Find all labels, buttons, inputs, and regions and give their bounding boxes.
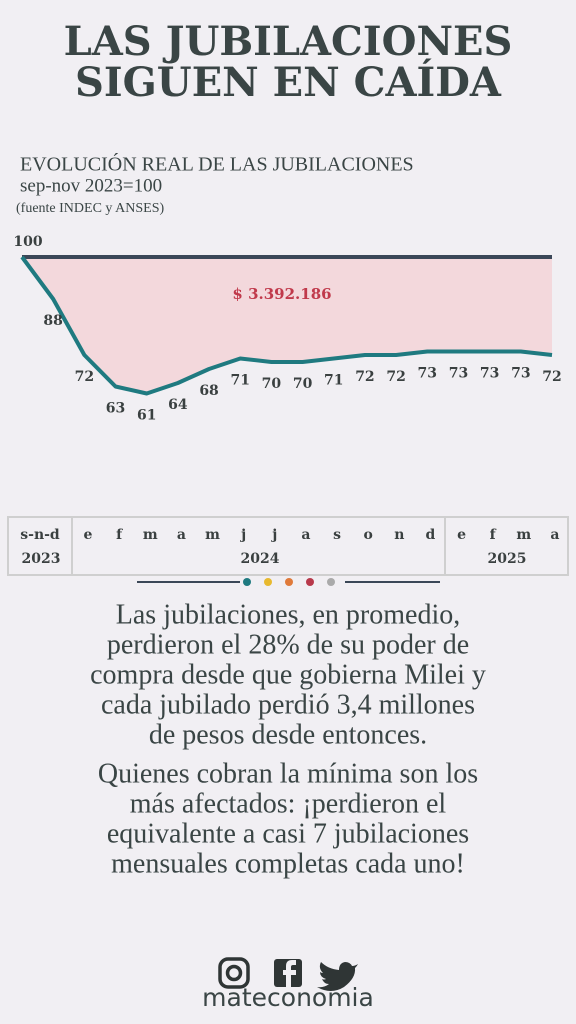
data-label: 71 (230, 373, 249, 389)
paragraph-line: Las jubilaciones, en promedio, (116, 599, 460, 630)
data-label: 88 (43, 313, 62, 329)
chart-title: EVOLUCIÓN REAL DE LAS JUBILACIONES (20, 152, 414, 176)
x-tick-label: e (84, 527, 93, 543)
paragraph-line: Quienes cobran la mínima son los (98, 758, 478, 789)
x-tick-label: n (394, 527, 404, 543)
loss-area (22, 257, 552, 394)
axis-frame (7, 516, 569, 576)
x-tick-label: j (270, 527, 277, 543)
x-tick-label: j (239, 527, 246, 543)
social-icons (218, 957, 358, 991)
data-label: 71 (324, 373, 343, 389)
paragraph-line: perdieron el 28% de su poder de (107, 629, 469, 660)
dot (243, 578, 251, 586)
year-label: 2023 (22, 551, 61, 567)
data-label: 70 (293, 376, 313, 392)
paragraph-line: equivalente a casi 7 jubilaciones (107, 818, 469, 849)
x-axis-box (7, 516, 569, 576)
data-label: 72 (75, 369, 94, 385)
paragraph-line: mensuales completas cada uno! (111, 848, 465, 879)
x-tick-label: d (426, 527, 436, 543)
title-line: SIGUEN EN CAÍDA (75, 59, 502, 106)
x-tick-label: m (143, 527, 158, 543)
data-label: 72 (386, 369, 405, 385)
x-tick-label: m (516, 527, 531, 543)
x-tick-label: f (490, 527, 497, 543)
data-label: 63 (106, 401, 125, 417)
annotation: $ 3.392.186 (232, 285, 331, 303)
instagram-lens (225, 964, 243, 982)
data-label: 64 (168, 397, 188, 413)
paragraph-line: compra desde que gobierna Milei y (90, 659, 486, 690)
x-tick-label: a (301, 527, 310, 543)
dot (264, 578, 272, 586)
data-label: 61 (137, 408, 156, 424)
chart-source: (fuente INDEC y ANSES) (16, 201, 164, 216)
dot (285, 578, 293, 586)
data-label: 73 (449, 366, 468, 382)
facebook-f (283, 960, 296, 987)
x-tick-label: e (457, 527, 466, 543)
year-label: 2024 (241, 551, 280, 567)
twitter-icon (317, 962, 358, 991)
data-label: 72 (355, 369, 374, 385)
chart-subtitle: sep-nov 2023=100 (20, 175, 162, 196)
paragraph-line: más afectados: ¡perdieron el (130, 788, 447, 819)
data-label: 73 (418, 366, 437, 382)
paragraph-line: cada jubilado perdió 3,4 millones (101, 689, 475, 720)
x-tick-label: a (550, 527, 559, 543)
data-label: 73 (511, 366, 530, 382)
data-label: 100 (13, 234, 42, 250)
line-series (20, 255, 553, 396)
dot (327, 578, 335, 586)
x-tick-label: o (363, 527, 372, 543)
year-label: 2025 (488, 551, 527, 567)
x-tick-label: s (333, 527, 341, 543)
data-label: 72 (542, 369, 561, 385)
data-label: 70 (262, 376, 282, 392)
x-tick-label: m (205, 527, 220, 543)
instagram-icon (218, 957, 250, 989)
paragraph-line: de pesos desde entonces. (149, 719, 427, 750)
data-label: 68 (199, 383, 218, 399)
x-tick-label: a (177, 527, 186, 543)
x-tick-label: s-n-d (20, 527, 60, 543)
footer-brand: mateconomia (202, 983, 374, 1012)
divider (137, 578, 440, 586)
title-line: LAS JUBILACIONES (64, 18, 513, 65)
x-tick-label: f (116, 527, 123, 543)
data-label: 73 (480, 366, 499, 382)
dot (306, 578, 314, 586)
